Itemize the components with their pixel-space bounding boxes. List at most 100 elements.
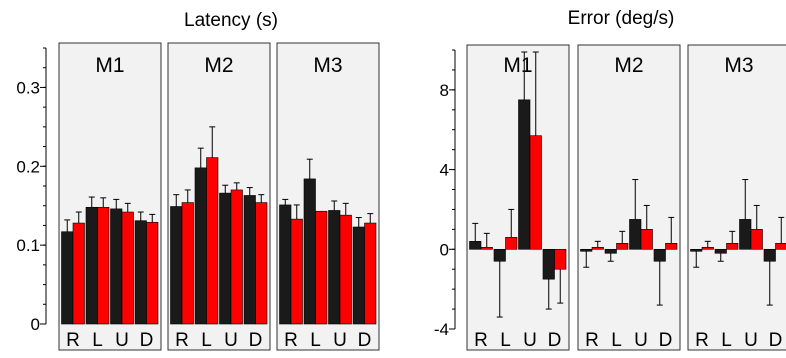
panel-label: M3: [724, 54, 753, 77]
category-label: L: [500, 330, 511, 351]
panel-m3: M3 R L U D: [276, 42, 380, 351]
category-label: U: [744, 330, 758, 351]
panel-label: M1: [503, 54, 532, 77]
bar: [505, 237, 518, 250]
category-label: D: [769, 330, 783, 351]
bar: [61, 231, 74, 325]
bar: [230, 189, 243, 325]
bar: [640, 229, 653, 250]
y-tick-label: 0: [440, 240, 449, 259]
bar: [591, 246, 604, 250]
bar: [701, 246, 714, 250]
bar: [750, 229, 763, 250]
category-label: R: [585, 330, 599, 351]
y-tick-label: -4: [434, 320, 449, 339]
bar: [739, 219, 752, 250]
y-tick-label: 8: [440, 81, 449, 100]
category-label: R: [695, 330, 709, 351]
category-label: R: [474, 330, 488, 351]
bar: [629, 219, 642, 250]
panel-frame: [466, 44, 570, 351]
bar: [616, 243, 629, 250]
bar: [726, 243, 739, 250]
category-label: R: [175, 330, 189, 351]
bar: [279, 204, 292, 325]
y-tick-label: 0: [31, 315, 40, 334]
y-tick-label: 0.1: [16, 236, 40, 255]
bar: [364, 222, 377, 325]
bar: [653, 248, 666, 262]
y-tick-label: 0.2: [16, 157, 40, 176]
y-tick-label: 0.3: [16, 78, 40, 97]
panel-label: M2: [614, 54, 643, 77]
category-label: U: [523, 330, 537, 351]
bar: [690, 248, 703, 252]
bar: [352, 226, 365, 325]
bar: [97, 206, 110, 325]
bar: [518, 99, 531, 250]
category-label: D: [358, 330, 372, 351]
bar: [315, 210, 328, 325]
bar: [170, 206, 183, 325]
bar: [714, 248, 727, 254]
bar: [146, 221, 159, 325]
panel-label: M1: [95, 54, 124, 77]
bar: [255, 202, 268, 325]
category-label: U: [115, 330, 129, 351]
category-label: D: [659, 330, 673, 351]
bar: [493, 248, 506, 262]
category-label: L: [310, 330, 321, 351]
bar: [480, 246, 493, 250]
category-label: U: [333, 330, 347, 351]
category-label: L: [611, 330, 622, 351]
y-tick-label: 4: [440, 161, 449, 180]
panel-m1: M1 R L U D: [466, 44, 570, 351]
panel-m2: M2 R L U D: [577, 44, 681, 351]
bar: [85, 206, 98, 325]
bar: [604, 248, 617, 254]
category-label: L: [201, 330, 212, 351]
panel-label: M2: [204, 54, 233, 77]
bar: [303, 178, 316, 325]
panel-m1: M1 R L U D: [58, 42, 162, 351]
panel-frame: [687, 44, 786, 351]
category-label: U: [224, 330, 238, 351]
bar: [121, 211, 134, 325]
bar: [194, 167, 207, 325]
bar: [328, 210, 341, 325]
bar: [243, 195, 256, 325]
category-label: D: [548, 330, 562, 351]
bar: [181, 202, 194, 325]
bar: [206, 157, 219, 325]
bar: [134, 220, 147, 325]
category-label: U: [634, 330, 648, 351]
bar: [665, 243, 678, 250]
bar: [775, 243, 786, 250]
category-label: R: [66, 330, 80, 351]
category-label: R: [284, 330, 298, 351]
bar: [763, 248, 776, 262]
bar: [529, 135, 542, 250]
panel-label: M3: [313, 54, 342, 77]
panel-frame: [577, 44, 681, 351]
category-label: D: [140, 330, 154, 351]
bar: [339, 214, 352, 325]
bar: [219, 192, 232, 325]
bar: [290, 218, 303, 325]
bar: [554, 248, 567, 270]
bar: [110, 208, 123, 325]
panel-m2: M2 R L U D: [167, 42, 271, 351]
bar: [542, 248, 555, 280]
category-label: L: [92, 330, 103, 351]
category-label: L: [721, 330, 732, 351]
bar: [580, 248, 593, 252]
bar: [72, 222, 85, 325]
bar: [469, 241, 482, 250]
chart-title: Latency (s): [184, 10, 278, 31]
chart-title: Error (deg/s): [568, 8, 675, 29]
category-label: D: [249, 330, 263, 351]
panel-m3: M3 R L U D: [687, 44, 786, 351]
